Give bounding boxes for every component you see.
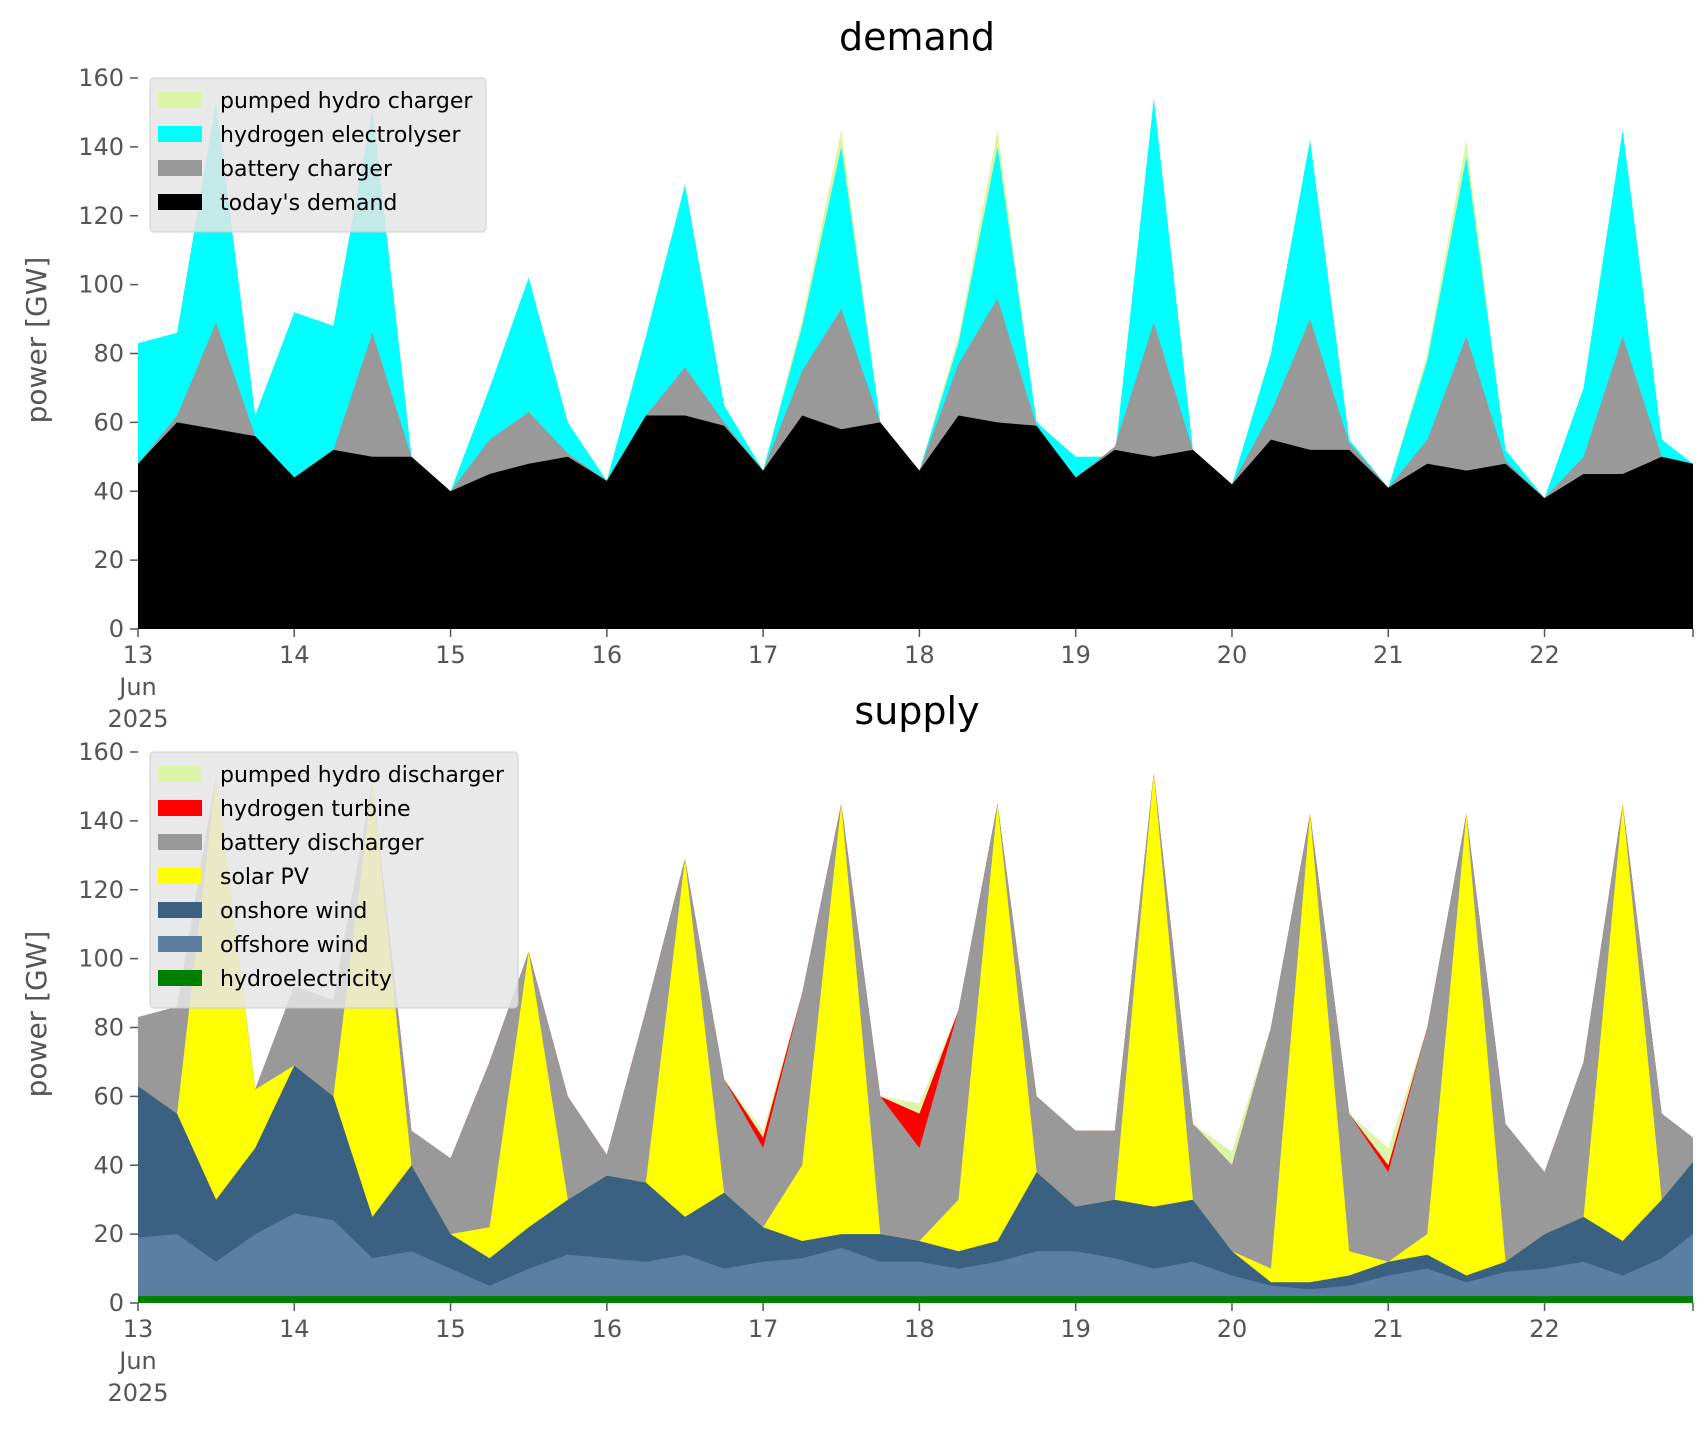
y-tick-label: 40: [93, 477, 124, 505]
y-tick-label: 40: [93, 1151, 124, 1179]
legend-label: hydrogen electrolyser: [220, 123, 461, 148]
supply-panel: supply power [GW] 0 20 40 60 80 100 120 140 160 1…: [20, 689, 1694, 1407]
legend-swatch: [158, 766, 202, 782]
y-tick-label: 20: [93, 1220, 124, 1248]
x-tick-label: 22: [1529, 1315, 1560, 1343]
y-tick-label: 120: [78, 202, 124, 230]
y-tick-label: 60: [93, 408, 124, 436]
x-tick-date-label: Jun: [117, 1347, 157, 1375]
x-tick-label: 15: [435, 641, 466, 669]
y-tick-label: 0: [109, 1289, 124, 1317]
demand-title: demand: [839, 15, 995, 59]
x-tick-label: 21: [1373, 641, 1404, 669]
legend-swatch: [158, 194, 202, 210]
y-tick-label: 80: [93, 1014, 124, 1042]
x-tick-label: 17: [748, 641, 779, 669]
legend-label: pumped hydro charger: [220, 89, 473, 114]
y-tick-label: 140: [78, 133, 124, 161]
legend-box: [149, 751, 519, 1009]
x-tick-label: 15: [435, 1315, 466, 1343]
supply-title: supply: [854, 689, 979, 733]
y-tick-label: 140: [78, 807, 124, 835]
area-onshore-wind: [138, 1065, 1693, 1303]
legend-swatch: [158, 126, 202, 142]
x-tick-label: 14: [279, 1315, 310, 1343]
y-tick-label: 80: [93, 340, 124, 368]
area-offshore-wind: [138, 1213, 1693, 1303]
legend-label: battery discharger: [220, 831, 425, 856]
y-tick-label: 100: [78, 271, 124, 299]
demand-axes: 0 20 40 60 80 100 120 140 160 13 Jun 2025 14 15 16 17 18…: [78, 64, 1694, 733]
legend-swatch: [158, 868, 202, 884]
x-tick-label: 13: [123, 1315, 154, 1343]
y-tick-label: 160: [78, 64, 124, 92]
x-tick-label: 21: [1373, 1315, 1404, 1343]
demand-legend: pumped hydro charger hydrogen electrolyse…: [149, 77, 487, 233]
x-tick-label: 20: [1217, 1315, 1248, 1343]
legend-label: onshore wind: [220, 899, 367, 924]
x-tick-label: 20: [1217, 641, 1248, 669]
legend-box: [149, 77, 487, 233]
x-tick-label: 17: [748, 1315, 779, 1343]
x-tick-label: 18: [904, 1315, 935, 1343]
legend-swatch: [158, 800, 202, 816]
x-tick-label: 19: [1060, 641, 1091, 669]
area-hydroelectricity: [138, 1296, 1693, 1303]
legend-label: hydroelectricity: [220, 967, 392, 992]
legend-swatch: [158, 902, 202, 918]
x-tick-date-label: 2025: [107, 1379, 168, 1407]
legend-label: solar PV: [220, 865, 309, 890]
x-tick-label: 16: [592, 1315, 623, 1343]
supply-axes: 0 20 40 60 80 100 120 140 160 13 Jun 2025 14 15 16 17 18…: [78, 738, 1694, 1407]
area-solar-pv: [138, 772, 1693, 1303]
legend-label: battery charger: [220, 157, 393, 182]
y-tick-label: 100: [78, 945, 124, 973]
legend-label: pumped hydro discharger: [220, 763, 505, 788]
legend-label: hydrogen turbine: [220, 797, 411, 822]
x-tick-date-label: Jun: [117, 673, 157, 701]
legend-swatch: [158, 160, 202, 176]
legend-swatch: [158, 92, 202, 108]
legend-swatch: [158, 834, 202, 850]
x-tick-label: 13: [123, 641, 154, 669]
supply-areas: [138, 772, 1693, 1303]
x-tick-label: 16: [592, 641, 623, 669]
legend-swatch: [158, 936, 202, 952]
supply-legend: pumped hydro discharger hydrogen turbine b…: [149, 751, 519, 1009]
y-tick-label: 20: [93, 546, 124, 574]
legend-label: today's demand: [220, 191, 397, 216]
supply-y-axis-label: power [GW]: [20, 931, 53, 1098]
y-tick-label: 0: [109, 615, 124, 643]
y-tick-label: 120: [78, 876, 124, 904]
demand-panel: demand power [GW] 0 20 40 60 80 100 120 140 160 1…: [20, 15, 1694, 733]
x-tick-label: 19: [1060, 1315, 1091, 1343]
x-tick-date-label: 2025: [107, 705, 168, 733]
demand-areas: [138, 98, 1693, 629]
x-tick-label: 22: [1529, 641, 1560, 669]
legend-swatch: [158, 970, 202, 986]
y-tick-label: 160: [78, 738, 124, 766]
x-tick-label: 18: [904, 641, 935, 669]
x-tick-label: 14: [279, 641, 310, 669]
demand-y-axis-label: power [GW]: [20, 257, 53, 424]
area-today-s-demand: [138, 415, 1693, 629]
legend-label: offshore wind: [220, 933, 369, 958]
y-tick-label: 60: [93, 1082, 124, 1110]
